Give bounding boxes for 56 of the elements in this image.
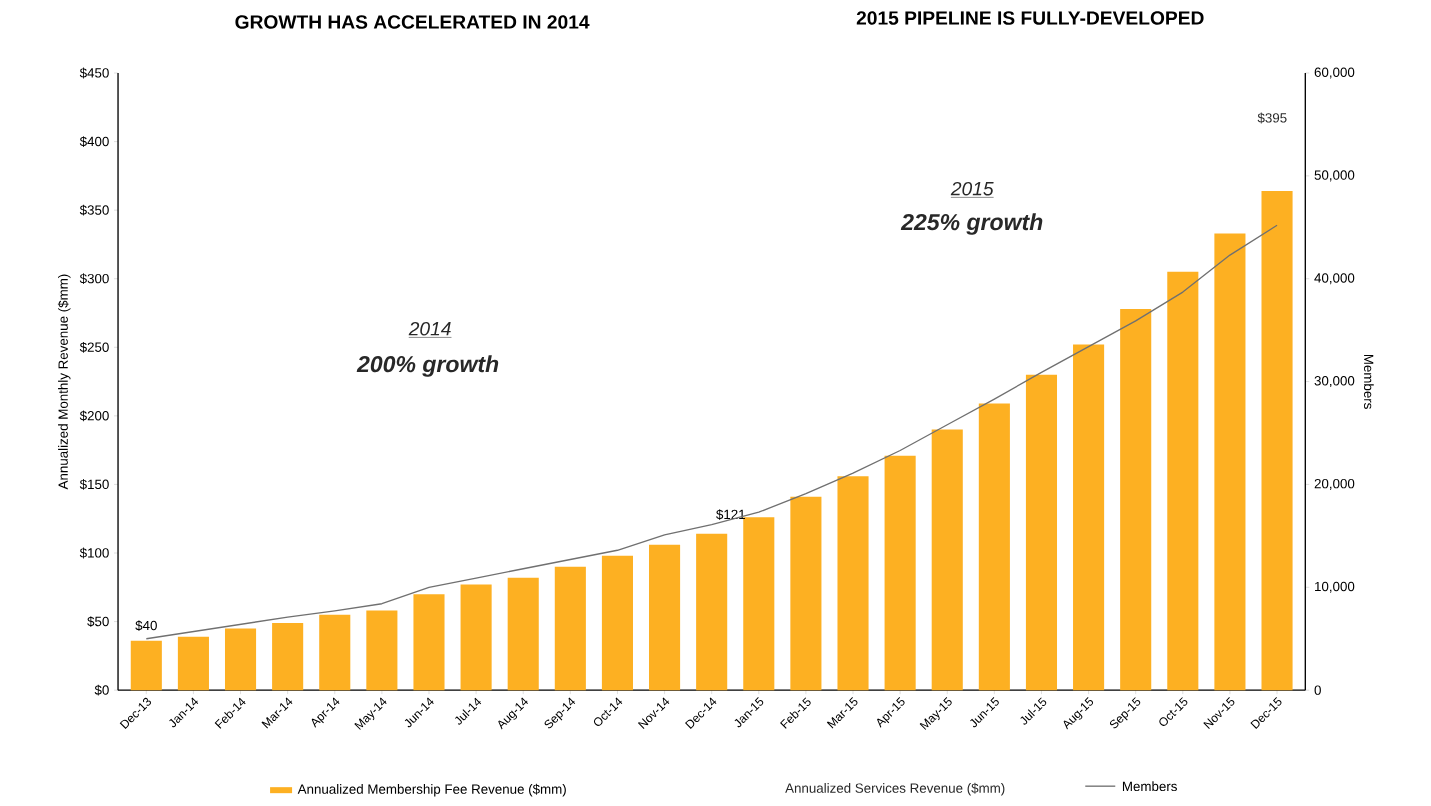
annotation: $40 [135,620,157,631]
y2-tick-label: 50,000 [1314,170,1355,182]
bar [1214,233,1246,691]
bar [790,496,822,691]
bar [130,640,162,691]
bar [743,517,775,691]
y-tick-label: $200 [79,410,109,422]
annotation: 2014 [408,321,451,336]
y2-tick-label: 10,000 [1315,581,1355,593]
bar [649,544,681,691]
annotation: 225% growth [900,213,1043,235]
chart-subtitle: 2015 PIPELINE IS FULLY-DEVELOPED [856,11,1204,25]
y2-tick-label: 20,000 [1314,478,1355,490]
bar [978,403,1010,691]
bar [554,566,586,691]
bar [837,476,869,691]
bar [507,577,539,691]
legend-label: Members [1122,781,1177,791]
annotation: 2015 [950,181,994,196]
y2-tick-label: 30,000 [1314,375,1355,388]
y2-tick-label: 0 [1314,685,1321,695]
bar [224,628,257,691]
y-tick-label: $250 [79,341,109,353]
text: Annualized Services Revenue ($mm) [785,782,1005,796]
legend-label: Annualized Membership Fee Revenue ($mm) [297,783,566,797]
bar [460,584,492,691]
y-tick-label: $0 [94,684,109,696]
annotation: 200% growth [356,355,499,377]
bar [272,622,304,691]
y-axis-title: Annualized Monthly Revenue ($mm) [57,274,71,490]
bar [931,429,963,691]
annotation: $121 [716,509,745,520]
bar [413,594,445,691]
bar [1025,374,1058,691]
bar [1167,271,1199,691]
bar [601,555,633,691]
y-tick-label: $100 [79,547,109,559]
bar [1261,190,1293,691]
bar [884,455,916,691]
y-tick-label: $450 [79,67,109,79]
bar [366,610,398,691]
y2-tick-label: 60,000 [1314,67,1355,79]
y2-tick-label: 40,000 [1314,273,1355,285]
bar [1120,308,1152,691]
y-tick-label: $50 [87,616,109,627]
bar [1073,344,1105,691]
y-tick-label: $400 [79,136,109,147]
annotation: $395 [1257,112,1287,124]
y-tick-label: $150 [79,478,109,490]
y-tick-label: $300 [79,273,109,285]
y2-axis-title: Members [1363,354,1374,409]
bar [177,636,209,691]
y-tick-label: $350 [79,204,109,216]
chart-title: GROWTH HAS ACCELERATED IN 2014 [235,15,590,29]
bar [696,533,728,691]
bar [319,614,351,691]
